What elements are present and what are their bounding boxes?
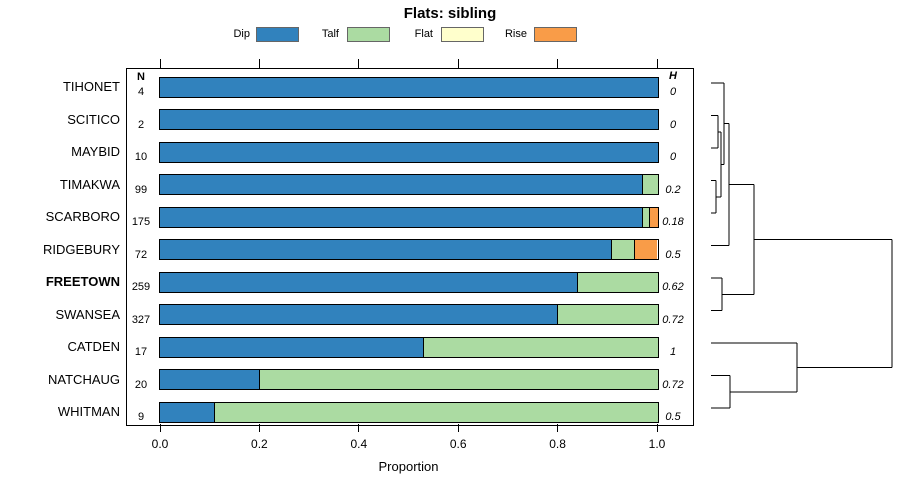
bar-segment-dip [159,272,577,292]
bar-segment-talf [576,272,658,292]
n-value: 99 [134,183,148,196]
legend-label-flat: Flat [414,28,433,40]
x-axis-tick-label: 0.8 [549,437,566,451]
site-label-freetown: FREETOWN [45,274,120,289]
site-label-natchaug: NATCHAUG [48,371,120,387]
x-axis-tick-label: 0.2 [251,437,268,451]
n-value: 327 [131,313,151,326]
site-label-catden: CATDEN [67,339,120,354]
x-axis-tick-bottom [656,424,658,432]
n-column-header: N [137,71,145,83]
bar-row-scitico [158,109,659,130]
bar-segment-rise [649,207,658,227]
bar-segment-talf [258,370,658,389]
bar-segment-talf [557,305,658,324]
n-value: 4 [137,86,145,98]
x-axis-tick-top [258,59,260,68]
h-column-header: H [669,70,677,82]
x-axis-tick-label: 0.6 [449,437,467,451]
bar-segment-dip [159,207,642,227]
x-axis-tick-top [656,59,658,68]
legend-label-rise: Rise [504,28,527,40]
bar-row-timakwa [158,174,659,195]
bar-segment-dip [159,110,658,129]
x-axis-tick-bottom [159,424,161,432]
bar-row-swansea [158,304,659,325]
bar-segment-dip [159,142,658,162]
x-axis-tick-label: 0.0 [151,437,169,451]
site-label-tihonet: TIHONET [62,79,120,94]
h-value: 0.5 [665,248,681,261]
n-value: 17 [134,346,148,358]
h-value: 1 [669,346,677,358]
bar-segment-talf [214,402,658,422]
bar-segment-talf [641,175,658,194]
bar-segment-dip [159,77,658,97]
x-axis-tick-bottom [258,424,260,432]
h-value: 0.62 [662,281,684,293]
site-label-scitico: SCITICO [67,111,120,127]
n-value: 2 [137,118,145,131]
n-value: 10 [134,151,148,163]
x-axis-tick-label: 0.4 [350,437,368,451]
x-axis-tick-top [557,59,559,68]
n-value: 9 [137,411,145,423]
legend-label-dip: Dip [233,28,250,40]
site-label-maybid: MAYBID [71,144,120,159]
bar-segment-dip [159,240,611,259]
n-value: 175 [131,216,151,228]
bar-segment-rise [634,240,658,259]
bar-segment-dip [159,305,558,324]
bar-row-freetown [158,271,659,293]
legend-swatch-flat [441,27,484,42]
n-value: 20 [134,378,148,391]
bar-row-natchaug [158,369,659,390]
x-axis-tick-top [358,59,360,68]
x-axis-tick-label: 1.0 [648,437,666,451]
x-axis-tick-bottom [358,424,360,432]
chart-title: Flats: sibling [403,5,497,22]
x-axis-tick-bottom [457,424,459,432]
bar-segment-dip [159,175,642,194]
legend-label-talf: Talf [321,28,339,40]
bar-segment-talf [641,207,650,227]
bar-segment-dip [159,337,423,357]
h-value: 0 [669,86,677,98]
bar-row-scarboro [158,206,659,228]
legend-swatch-rise [534,27,577,42]
site-label-timakwa: TIMAKWA [59,176,120,192]
h-value: 0 [669,151,677,163]
x-axis-tick-top [159,59,161,68]
bar-segment-dip [159,370,259,389]
site-label-ridgebury: RIDGEBURY [42,241,120,257]
n-value: 259 [131,281,151,293]
legend-swatch-dip [256,27,299,42]
bar-segment-talf [610,240,635,259]
bar-row-ridgebury [158,239,659,260]
site-label-scarboro: SCARBORO [45,209,120,224]
bar-row-tihonet [158,76,659,98]
site-label-whitman: WHITMAN [57,404,120,419]
bar-row-maybid [158,141,659,163]
x-axis-tick-bottom [557,424,559,432]
h-value: 0.72 [662,378,684,391]
legend-swatch-talf [347,27,390,42]
bar-row-catden [158,336,659,358]
site-label-swansea: SWANSEA [55,306,120,322]
bar-segment-dip [159,402,215,422]
x-axis-label: Proportion [378,459,439,474]
h-value: 0.2 [665,183,681,196]
h-value: 0 [669,118,677,131]
h-value: 0.5 [665,411,681,423]
h-value: 0.72 [662,313,684,326]
bar-segment-talf [422,337,658,357]
h-value: 0.18 [662,216,684,228]
panel-border [126,68,694,426]
x-axis-tick-top [457,59,459,68]
n-value: 72 [134,248,148,261]
bar-row-whitman [158,401,659,423]
